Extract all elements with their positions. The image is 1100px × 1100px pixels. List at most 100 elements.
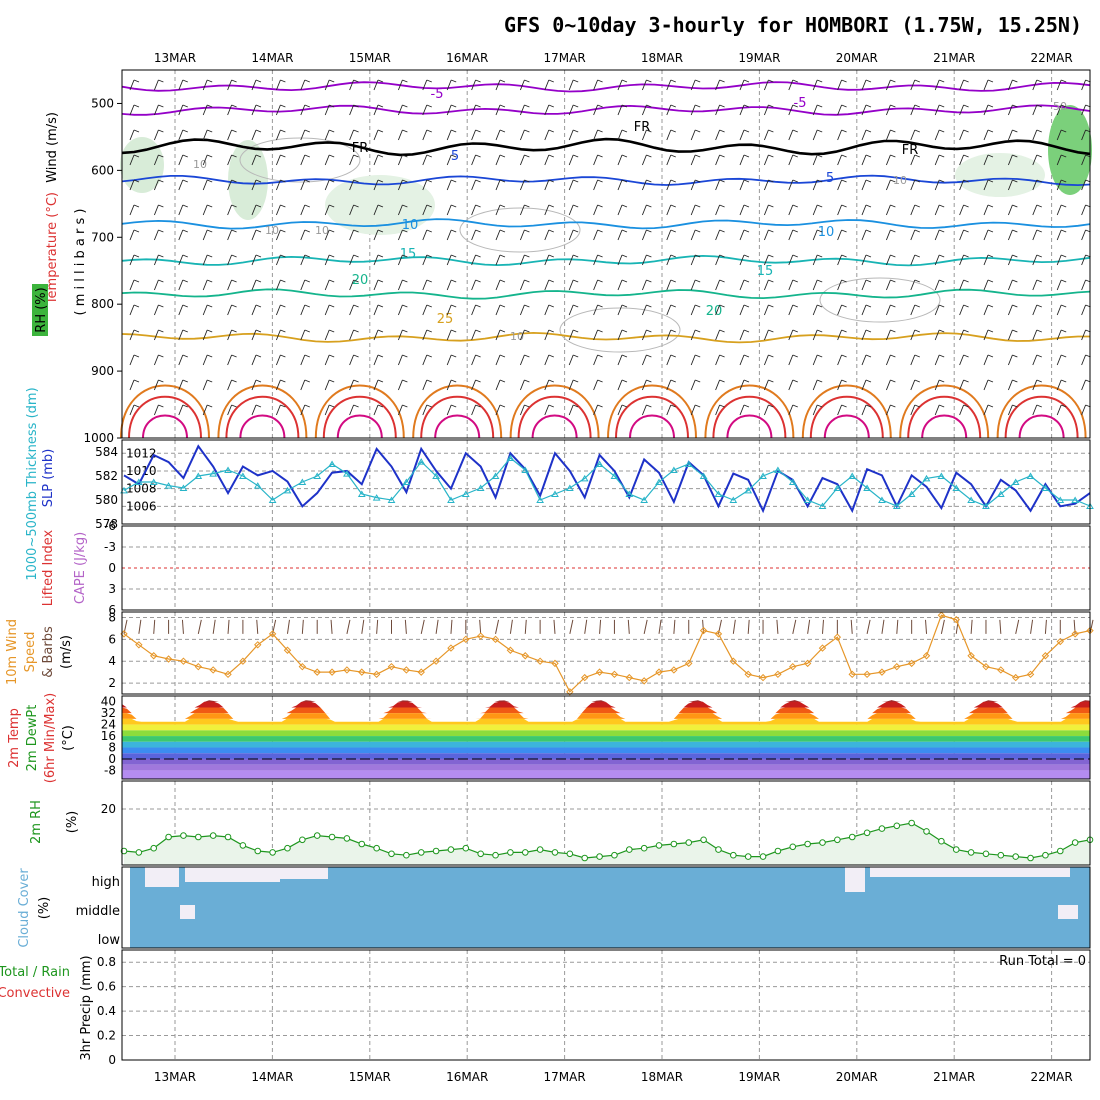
wind-barb-10m [227, 619, 230, 634]
wind-barb [373, 179, 384, 191]
thickness-point [1041, 484, 1050, 491]
wind-speed-point [536, 657, 544, 665]
rh-point [1027, 854, 1034, 862]
ylabel-mb: ( m i l l i b a r s ) [73, 209, 88, 316]
wind-barb [910, 129, 920, 141]
wind-barb [178, 329, 188, 341]
wind-barb [1032, 204, 1042, 216]
wind-barb [178, 154, 188, 166]
rh-point [774, 847, 782, 855]
wind-barb [983, 379, 994, 391]
warm-contour [712, 395, 787, 439]
wind-barb [1032, 329, 1042, 341]
thickness-point [714, 490, 723, 497]
wind-barb [690, 329, 701, 341]
rh-point [521, 849, 529, 856]
wind-barb [934, 229, 945, 241]
thickness-point [937, 472, 946, 479]
chart-title: GFS 0~10day 3-hourly for HOMBORI (1.75W,… [504, 13, 1082, 37]
wind-speed-point [1056, 637, 1064, 646]
wind-barb-10m [495, 619, 500, 634]
rh-contour [459, 207, 581, 253]
wind-barb [593, 354, 603, 366]
warm-contour [314, 384, 405, 439]
rh-point [492, 851, 499, 859]
wind-speed-point [254, 641, 262, 649]
wind-barb-10m [599, 619, 602, 634]
contour-label: 10 [265, 224, 279, 237]
wind-barb [983, 129, 994, 141]
bottom-date-axis: 13MAR 14MAR 15MAR 16MAR 17MAR 18MAR 19MAR 20MAR… [154, 1070, 1073, 1084]
warm-contour [217, 384, 308, 439]
warm-contour [336, 414, 383, 439]
wind-barb [202, 179, 213, 191]
wind-barb [641, 354, 652, 366]
wind-speed-point [150, 652, 158, 660]
wind-barb [153, 304, 164, 316]
wind-speed-point [387, 662, 396, 671]
thickness-point [967, 496, 975, 503]
wind-barb [446, 104, 457, 116]
wind-barb [617, 404, 628, 416]
wind-barb-10m [747, 619, 750, 634]
rh-contour [559, 307, 681, 353]
wind-barb [446, 279, 457, 291]
wind-speed-point [328, 668, 336, 676]
wind-barb-10m [881, 619, 885, 634]
wind-speed-point [848, 670, 856, 679]
wind-barb-10m [627, 619, 630, 634]
warm-contour [801, 384, 892, 439]
thickness-point [922, 474, 931, 482]
wind-barb [324, 229, 335, 241]
wind-barb [129, 254, 140, 266]
rh-point [269, 849, 276, 856]
wind-speed-point [417, 668, 425, 676]
wind-barb [568, 329, 579, 341]
rh-point [670, 840, 678, 848]
wind-barb [593, 329, 603, 341]
wind-barb [251, 304, 262, 316]
wind-barb-10m [435, 619, 439, 634]
wind-barb [349, 154, 359, 166]
wind-barb [129, 304, 140, 316]
wind-barb [227, 204, 237, 216]
wind-barb [1056, 354, 1067, 366]
wind-barb [837, 304, 847, 316]
rh-shade [228, 140, 268, 220]
wind-barb [690, 379, 701, 391]
wind-barb [861, 254, 872, 266]
thickness-point [268, 496, 277, 503]
wind-barb [593, 229, 603, 241]
wind-speed-point [699, 626, 708, 635]
wind-barb [812, 79, 823, 91]
wind-speed-line [123, 614, 1091, 693]
wind-barb [202, 229, 213, 241]
rh-point [343, 835, 351, 842]
thickness-point [313, 472, 322, 479]
ylabel-rh: RH (%) [34, 287, 49, 332]
wind-barb [666, 229, 676, 241]
rh-point [581, 854, 589, 862]
wind-barb [227, 354, 237, 366]
wind-barb [422, 129, 432, 141]
wind-barb [495, 204, 506, 216]
wind-barb [373, 204, 384, 216]
wind-barb [495, 179, 506, 191]
rh-point [284, 844, 291, 852]
thickness-point [818, 502, 827, 509]
wind-barb [885, 179, 896, 191]
wind-barb [349, 304, 359, 316]
thick-tick-label: 580 [95, 493, 118, 507]
wind-barb [910, 404, 920, 416]
li-tick-label: -6 [104, 519, 116, 533]
wind-speed-point [491, 635, 500, 644]
wind-barb [934, 129, 945, 141]
rh-point [165, 833, 172, 841]
wind-barb [544, 379, 554, 391]
thickness-point [328, 460, 336, 467]
wind-barb [617, 204, 628, 216]
wind-speed-point [566, 688, 574, 696]
panel-rh2: 20 2m RH (%) [29, 780, 1094, 866]
